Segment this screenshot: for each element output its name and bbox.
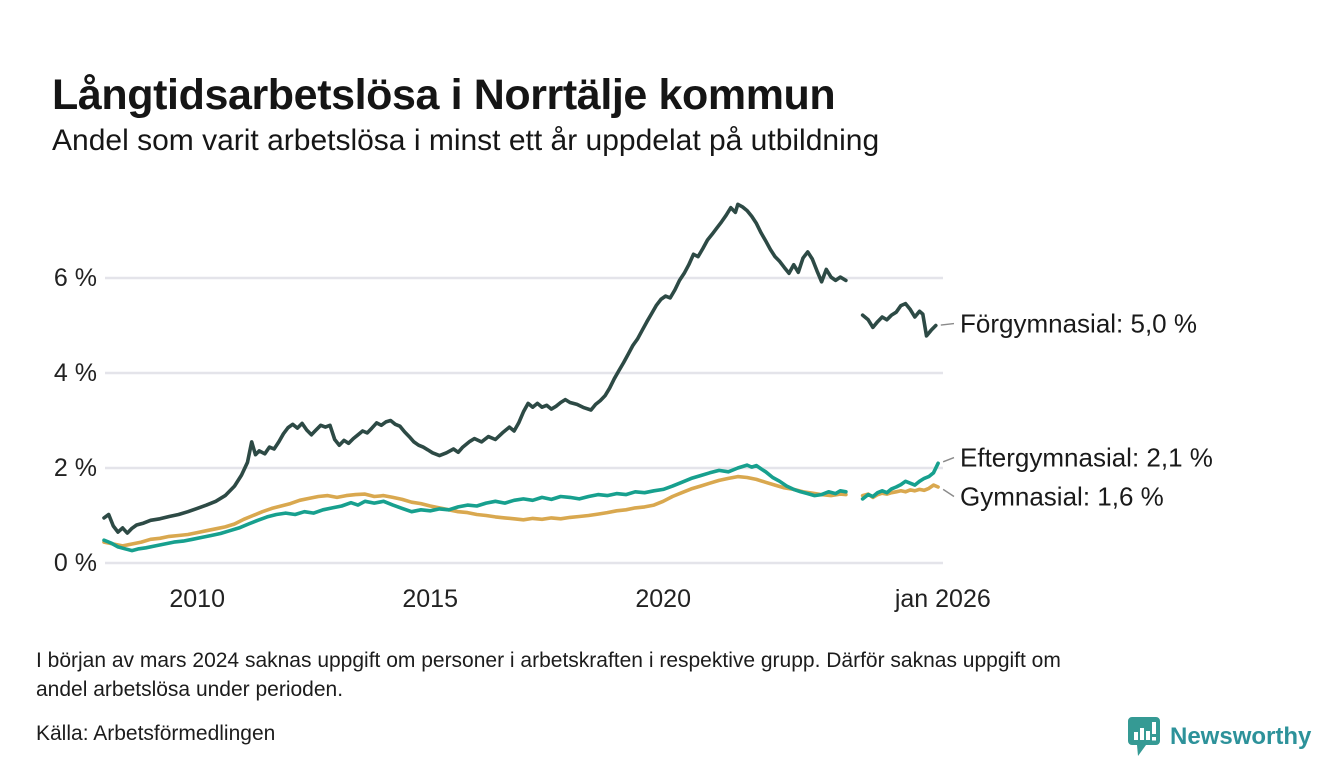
newsworthy-logo-text: Newsworthy: [1170, 723, 1312, 750]
chart-subtitle: Andel som varit arbetslösa i minst ett å…: [52, 124, 880, 157]
series-line-gymnasial: [102, 474, 940, 548]
series-annotation-eftergymnasial: Eftergymnasial: 2,1 %: [960, 443, 1213, 473]
x-tick-label-2015: 2015: [402, 585, 458, 613]
series-line-eftergymnasial: [102, 461, 940, 553]
footnote-line-2: andel arbetslösa under perioden.: [36, 678, 344, 701]
series-line-forgymnasial: [102, 202, 938, 535]
footnote-line-1: I början av mars 2024 saknas uppgift om …: [36, 649, 1061, 672]
x-tick-label-2026: jan 2026: [894, 585, 991, 613]
series-annotation-gymnasial: Gymnasial: 1,6 %: [960, 482, 1164, 512]
leader-line-forgymnasial: [940, 322, 955, 326]
y-tick-label-0: 0 %: [54, 549, 97, 577]
x-tick-label-2010: 2010: [169, 585, 225, 613]
y-tick-label-4: 4 %: [54, 359, 97, 387]
series-annotation-forgymnasial: Förgymnasial: 5,0 %: [960, 309, 1197, 339]
newsworthy-logo: Newsworthy: [1127, 716, 1311, 758]
source-text: Källa: Arbetsförmedlingen: [36, 722, 276, 745]
y-tick-label-6: 6 %: [54, 264, 97, 292]
newsworthy-pin-icon: [1128, 717, 1160, 756]
leader-line-eftergymnasial: [942, 456, 955, 463]
leader-line-gymnasial: [942, 488, 955, 498]
y-tick-label-2: 2 %: [54, 454, 97, 482]
x-tick-label-2020: 2020: [635, 585, 691, 613]
footnote: I början av mars 2024 saknas uppgift om …: [36, 646, 1061, 704]
chart-title: Långtidsarbetslösa i Norrtälje kommun: [52, 70, 836, 119]
